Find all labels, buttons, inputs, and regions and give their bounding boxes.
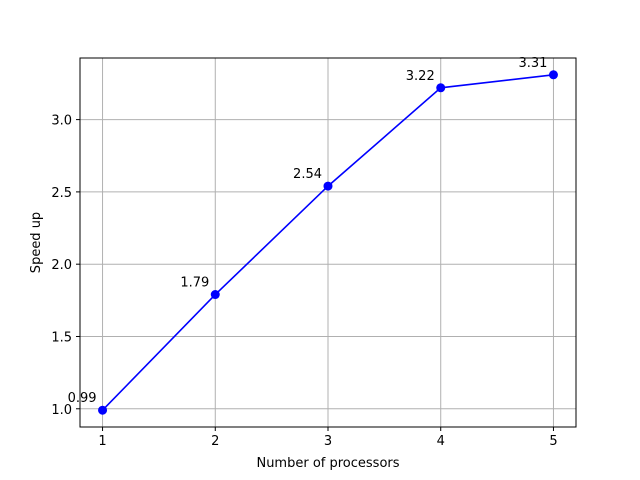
data-point xyxy=(323,181,333,191)
y-tick-label: 1.5 xyxy=(51,330,72,345)
y-tick-label: 2.0 xyxy=(51,258,72,273)
data-labels: 0.99 1.79 2.54 3.22 3.31 xyxy=(68,56,548,406)
y-axis-ticks: 1.0 1.5 2.0 2.5 3.0 xyxy=(51,114,80,418)
data-label: 0.99 xyxy=(68,391,97,406)
x-tick-label: 2 xyxy=(211,434,219,449)
x-axis-label: Number of processors xyxy=(256,456,399,471)
data-label: 3.31 xyxy=(519,56,548,71)
data-point xyxy=(548,70,558,80)
x-tick-label: 3 xyxy=(324,434,332,449)
y-tick-label: 1.0 xyxy=(51,403,72,418)
data-label: 2.54 xyxy=(293,167,322,182)
data-label: 3.22 xyxy=(406,69,435,84)
data-point xyxy=(210,290,220,300)
data-label: 1.79 xyxy=(180,276,209,291)
x-tick-label: 1 xyxy=(98,434,106,449)
data-point xyxy=(98,405,108,415)
x-axis-ticks: 1 2 3 4 5 xyxy=(98,427,558,449)
y-tick-label: 2.5 xyxy=(51,186,72,201)
y-axis-label: Speed up xyxy=(29,212,44,273)
grid-lines xyxy=(80,58,576,427)
x-tick-label: 5 xyxy=(549,434,557,449)
y-tick-label: 3.0 xyxy=(51,114,72,129)
x-tick-label: 4 xyxy=(437,434,445,449)
data-point xyxy=(436,83,446,93)
series-layer xyxy=(98,70,558,415)
